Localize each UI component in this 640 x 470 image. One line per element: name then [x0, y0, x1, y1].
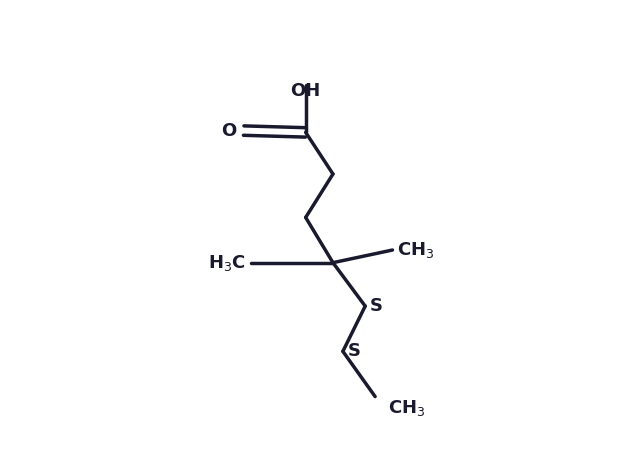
Text: O: O — [221, 122, 236, 140]
Text: CH$_3$: CH$_3$ — [388, 399, 425, 418]
Text: CH$_3$: CH$_3$ — [397, 240, 435, 260]
Text: S: S — [370, 297, 383, 315]
Text: S: S — [348, 342, 361, 360]
Text: H$_3$C: H$_3$C — [209, 253, 246, 273]
Text: OH: OH — [291, 82, 321, 100]
